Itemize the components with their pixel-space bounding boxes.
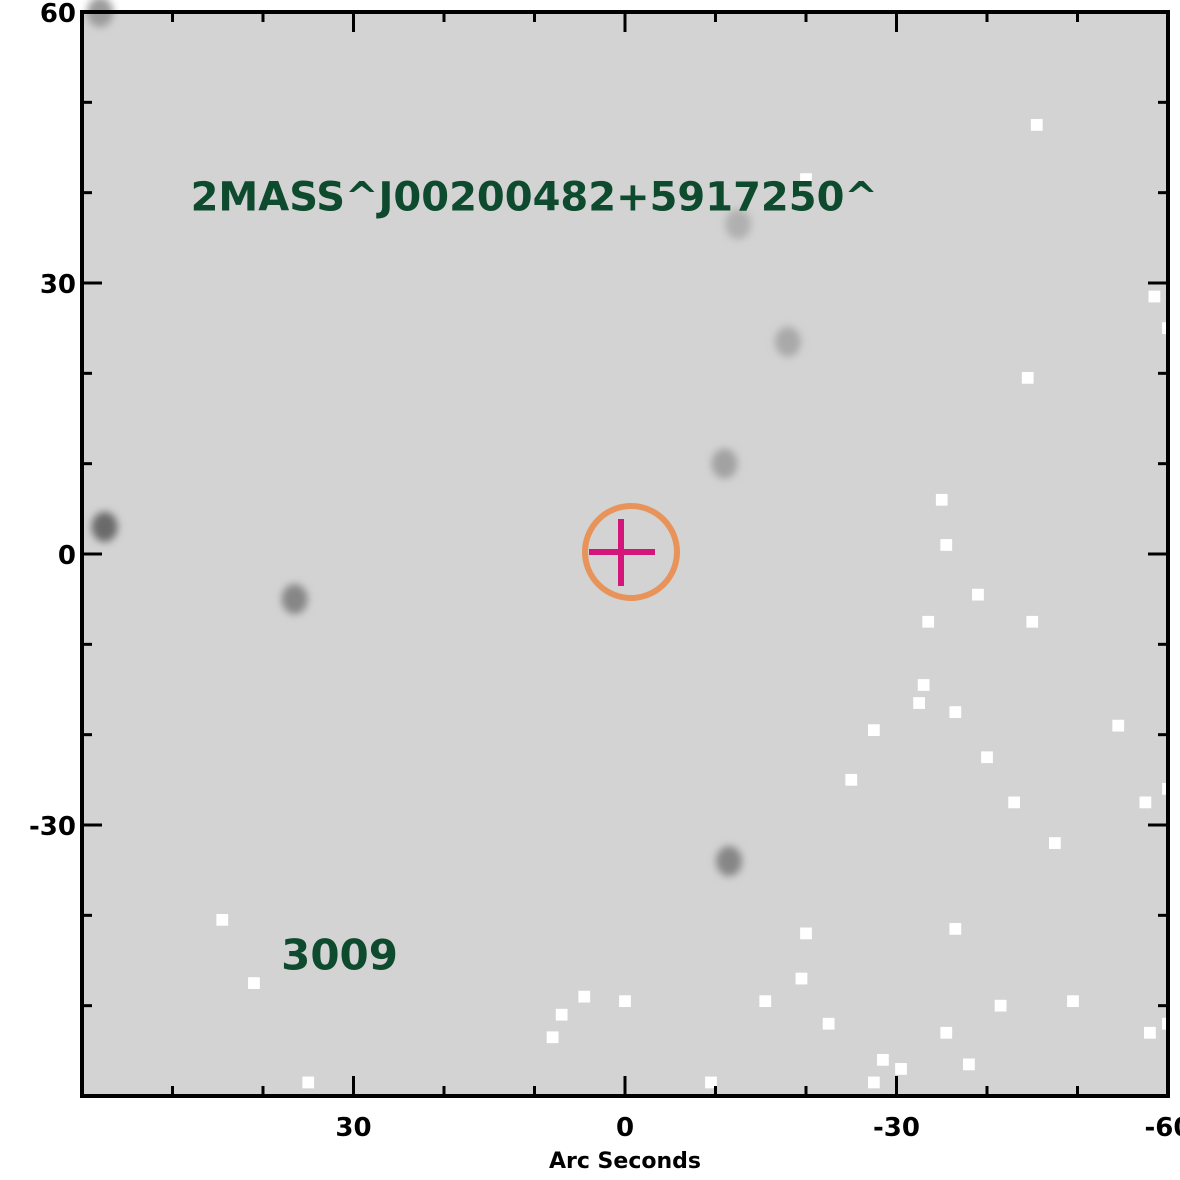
object-name-label: 2MASS^J00200482+5917250^ (191, 175, 878, 221)
blank-pixel-11 (913, 697, 926, 709)
blank-pixel-26 (795, 972, 808, 985)
blank-pixel-42 (895, 1063, 907, 1075)
blank-pixel-33 (940, 1026, 953, 1039)
blank-pixel-21 (800, 927, 812, 940)
blank-pixel-8 (1026, 615, 1039, 628)
blank-pixel-2 (1148, 290, 1161, 303)
source-0 (91, 511, 118, 542)
blank-pixel-32 (877, 1053, 889, 1066)
blank-pixel-24 (248, 977, 260, 989)
blank-pixel-31 (822, 1017, 835, 1030)
source-4 (774, 326, 801, 357)
x-tick-label: -60 (1145, 1113, 1180, 1143)
blank-pixel-0 (800, 173, 812, 185)
source-1 (281, 584, 308, 615)
blank-pixel-34 (963, 1058, 975, 1071)
field-id-label: 3009 (281, 931, 398, 980)
blank-pixel-41 (867, 1076, 880, 1089)
x-tick-label: -30 (873, 1113, 920, 1143)
target-marker (582, 503, 680, 601)
blank-pixel-18 (1139, 796, 1152, 809)
blank-pixels-layer (216, 119, 1174, 1089)
y-tick-label: 30 (40, 270, 76, 300)
blank-pixel-35 (1067, 995, 1079, 1008)
target-circle (582, 503, 680, 601)
blank-pixel-28 (546, 1031, 559, 1044)
source-2 (711, 448, 738, 479)
blank-pixel-27 (619, 995, 631, 1008)
blank-pixel-22 (949, 923, 962, 935)
blank-pixel-29 (555, 1008, 568, 1021)
blank-pixel-23 (216, 913, 229, 926)
blank-pixel-15 (1112, 719, 1125, 732)
blank-pixel-10 (917, 679, 930, 691)
sources-layer (87, 0, 801, 877)
blank-pixel-5 (935, 493, 948, 506)
blank-pixel-37 (1144, 1026, 1156, 1039)
blank-pixel-17 (1008, 796, 1021, 809)
x-axis-title: Arc Seconds (549, 1149, 701, 1174)
blank-pixel-39 (302, 1076, 315, 1089)
y-tick-label: 60 (40, 0, 76, 29)
blank-pixel-6 (940, 539, 953, 551)
y-tick-label: -30 (29, 812, 76, 842)
blank-pixel-40 (705, 1076, 717, 1089)
axes: 30 0 -30 -60 60 30 0 -30 (29, 0, 1180, 1143)
source-5 (725, 209, 752, 240)
blank-pixel-13 (867, 724, 880, 737)
blank-pixel-9 (922, 615, 935, 628)
annotations-layer: 2MASS^J00200482+5917250^ 3009 (191, 175, 878, 980)
x-tick-label: 0 (616, 1113, 634, 1143)
y-tick-label: 0 (58, 541, 76, 571)
blank-pixel-7 (972, 588, 984, 601)
source-3 (716, 846, 743, 877)
blank-pixel-16 (845, 773, 858, 786)
blank-pixel-14 (981, 751, 993, 764)
blank-pixel-1 (1030, 119, 1043, 131)
blank-pixel-30 (759, 995, 772, 1008)
blank-pixel-36 (994, 999, 1007, 1012)
blank-pixel-4 (1021, 371, 1034, 384)
x-tick-label: 30 (335, 1113, 371, 1143)
blank-pixel-12 (949, 706, 962, 718)
blank-pixel-20 (1048, 837, 1061, 849)
blank-pixel-25 (578, 990, 591, 1003)
